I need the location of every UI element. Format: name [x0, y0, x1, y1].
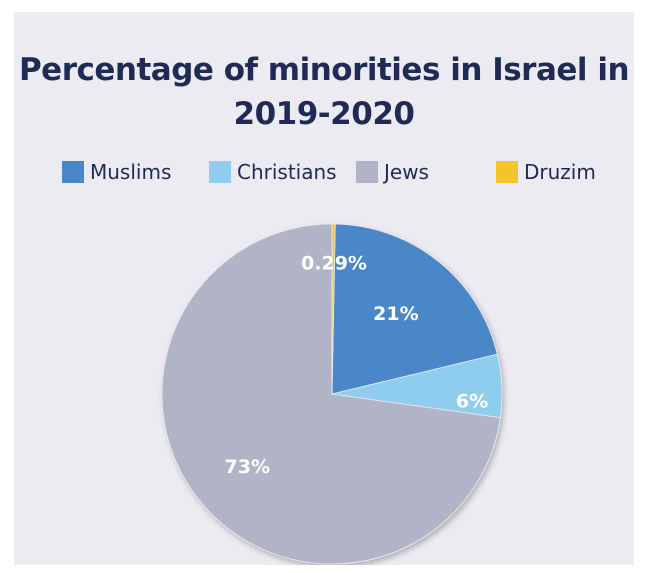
- legend-swatch-jews: [356, 161, 378, 183]
- legend-label-druzim: Druzim: [524, 160, 596, 184]
- data-label-jews: 73%: [225, 456, 270, 478]
- legend-swatch-druzim: [496, 161, 518, 183]
- data-label-christians: 6%: [456, 391, 488, 413]
- pie-chart: 21% 6% 73% 0.29%: [161, 223, 503, 565]
- pie-slice-jews: [161, 223, 501, 565]
- data-label-muslims: 21%: [373, 303, 418, 325]
- legend-item-christians: Christians: [209, 160, 337, 184]
- legend-swatch-christians: [209, 161, 231, 183]
- legend-item-druzim: Druzim: [496, 160, 596, 184]
- data-label-druzim: 0.29%: [301, 253, 367, 275]
- legend-label-jews: Jews: [384, 160, 429, 184]
- pie-slice-druzim: [331, 223, 336, 395]
- legend-label-christians: Christians: [237, 160, 337, 184]
- legend-item-muslims: Muslims: [62, 160, 171, 184]
- legend-swatch-muslims: [62, 161, 84, 183]
- legend-item-jews: Jews: [356, 160, 429, 184]
- legend: Muslims Christians Jews Druzim: [14, 160, 634, 190]
- chart-title-line-1: Percentage of minorities in Israel in: [18, 52, 630, 88]
- chart-title-line-2: 2019-2020: [233, 96, 415, 132]
- pie-slice-muslims: [331, 223, 498, 395]
- legend-label-muslims: Muslims: [90, 160, 172, 184]
- chart-panel: Percentage of minorities in Israel in 20…: [14, 12, 634, 565]
- chart-title: Percentage of minorities in Israel in 20…: [14, 48, 634, 136]
